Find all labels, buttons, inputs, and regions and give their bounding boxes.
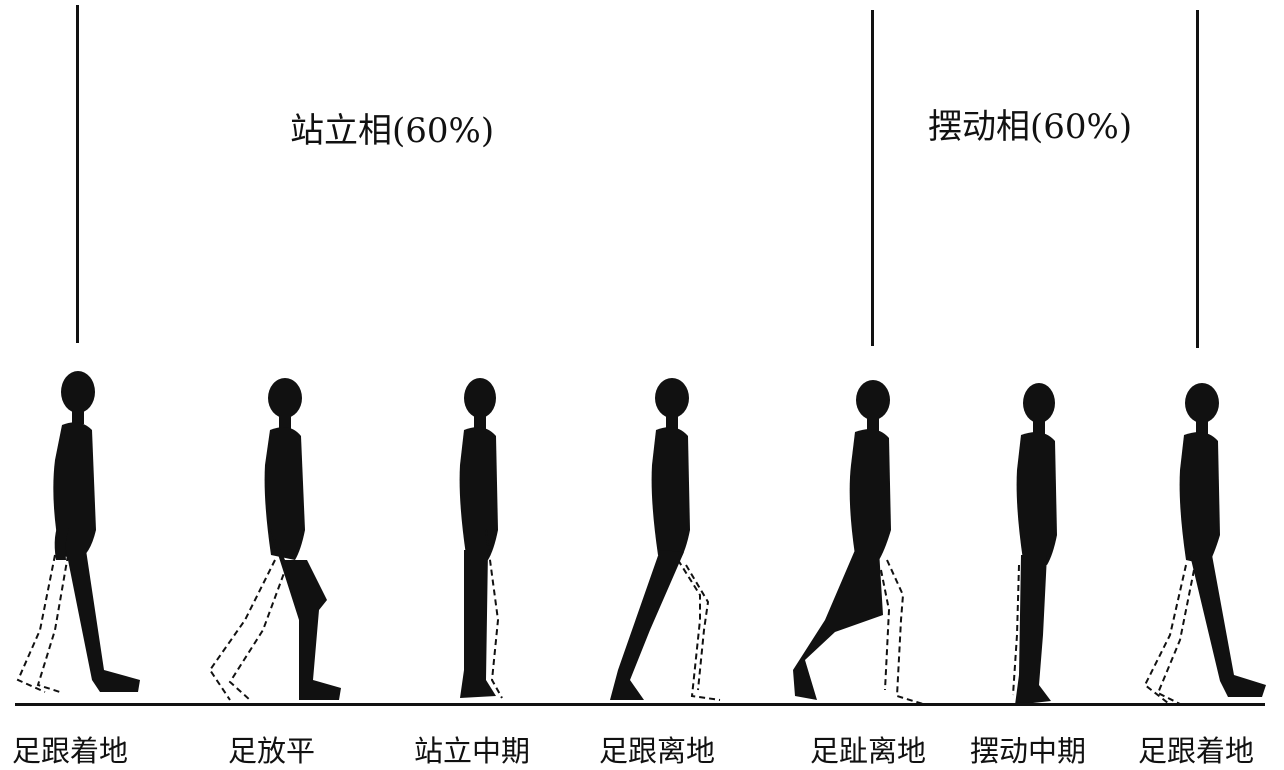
walking-figure-mid-stance bbox=[459, 378, 503, 699]
phase-boundary-line-1 bbox=[76, 5, 79, 343]
label-heel-strike-2: 足跟着地 bbox=[1138, 734, 1255, 768]
swing-phase-label: 摆动相(60%) bbox=[928, 107, 1133, 147]
label-mid-swing: 摆动中期 bbox=[970, 734, 1087, 768]
label-heel-off: 足跟离地 bbox=[599, 734, 716, 768]
label-toe-off: 足趾离地 bbox=[810, 734, 927, 768]
walking-figure-heel-strike-2 bbox=[1143, 383, 1266, 706]
walking-figure-foot-flat bbox=[208, 378, 341, 701]
label-mid-stance: 站立中期 bbox=[414, 734, 531, 768]
ground-line bbox=[15, 703, 1265, 706]
walking-figure-heel-off bbox=[610, 378, 721, 701]
stance-phase-label: 站立相(60%) bbox=[290, 111, 495, 151]
phase-boundary-line-3 bbox=[1196, 10, 1199, 348]
walking-figure-mid-swing bbox=[1012, 383, 1057, 705]
label-foot-flat: 足放平 bbox=[228, 734, 316, 768]
walking-figure-heel-strike bbox=[16, 371, 140, 693]
label-heel-strike: 足跟着地 bbox=[12, 734, 129, 768]
walking-figure-toe-off bbox=[793, 380, 924, 705]
phase-boundary-line-2 bbox=[871, 10, 874, 346]
